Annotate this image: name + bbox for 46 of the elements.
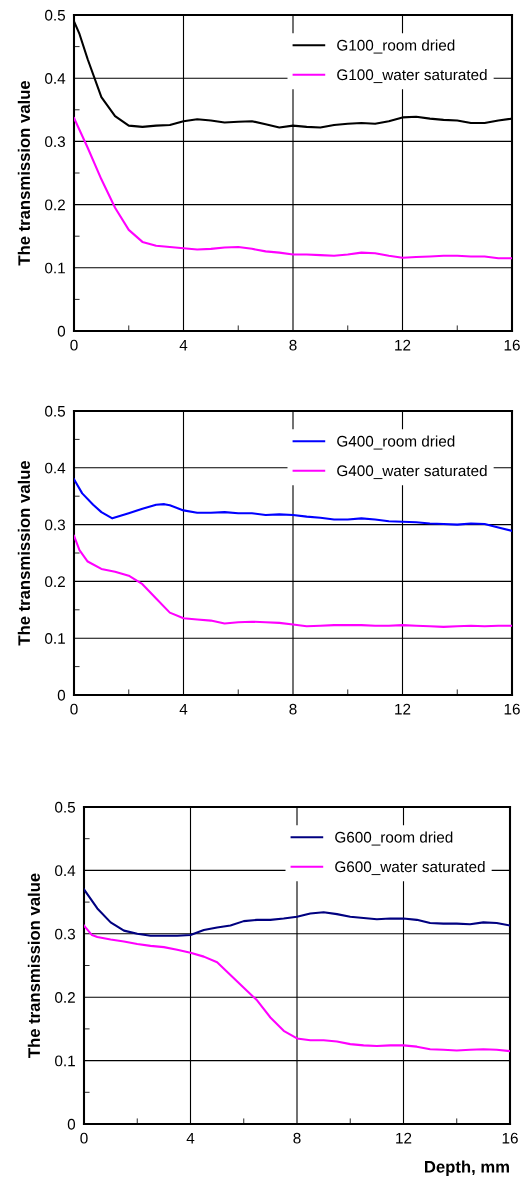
- line-series: [74, 116, 512, 260]
- y-tick-label: 0.4: [55, 865, 76, 877]
- y-tick-label: 0: [57, 689, 66, 701]
- y-tick-label: 0.3: [45, 519, 65, 531]
- y-tick-label: 0.3: [45, 136, 65, 148]
- y-tick-label: 0.4: [45, 462, 66, 474]
- y-tick-label: 0.1: [45, 633, 65, 644]
- x-tick-label: 8: [293, 1132, 301, 1144]
- x-tick-label: 16: [502, 1132, 518, 1144]
- line-series: [84, 924, 510, 1053]
- x-tick-label: 4: [186, 1132, 195, 1144]
- x-tick-label: 12: [395, 339, 411, 351]
- line-series: [84, 888, 510, 937]
- x-tick-label: 16: [504, 703, 520, 715]
- legend-label: G100_water saturated: [337, 68, 487, 84]
- y-tick-label: 0.5: [45, 405, 66, 417]
- y-tick-label: 0.1: [45, 262, 65, 274]
- y-tick-label: 0.5: [45, 9, 66, 21]
- x-tick-label: 16: [504, 339, 520, 351]
- y-tick-label: 0: [57, 325, 66, 337]
- x-tick-label: 12: [395, 703, 411, 715]
- y-axis-title: The transmission value: [17, 80, 31, 266]
- x-tick-label: 8: [289, 339, 297, 351]
- y-axis-title: The transmission value: [27, 873, 41, 1058]
- legend-label: G400_water saturated: [337, 464, 487, 480]
- line-series: [74, 478, 512, 532]
- x-tick-label: 8: [289, 703, 297, 715]
- y-tick-label: 0.4: [45, 73, 66, 84]
- y-axis-title: The transmission value: [17, 460, 31, 646]
- line-series: [74, 534, 512, 628]
- y-tick-label: 0: [67, 1118, 76, 1130]
- y-tick-label: 0.3: [55, 928, 75, 940]
- legend-label: G600_water saturated: [335, 860, 485, 876]
- x-tick-label: 4: [179, 339, 188, 351]
- x-tick-label: 4: [179, 703, 188, 715]
- y-tick-label: 0.2: [55, 992, 75, 1003]
- legend-label: G600_room dried: [335, 831, 453, 846]
- x-tick-label: 0: [80, 1132, 88, 1144]
- legend-label: G400_room dried: [337, 435, 455, 450]
- y-tick-label: 0.1: [55, 1055, 75, 1067]
- y-tick-label: 0.5: [55, 801, 76, 813]
- y-tick-label: 0.2: [45, 576, 65, 588]
- y-tick-label: 0.2: [45, 199, 65, 211]
- x-tick-label: 12: [396, 1132, 412, 1144]
- x-axis-title: Depth, mm: [425, 1160, 509, 1176]
- legend-label: G100_room dried: [337, 39, 455, 54]
